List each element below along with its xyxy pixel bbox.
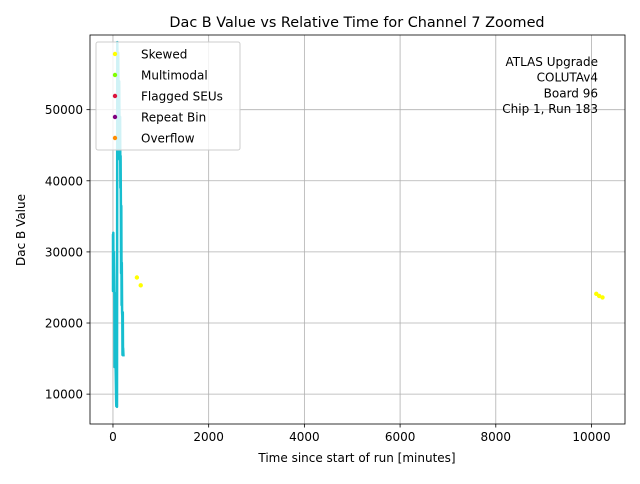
legend-marker xyxy=(112,51,118,57)
chart-title: Dac B Value vs Relative Time for Channel… xyxy=(169,15,544,31)
legend-marker xyxy=(112,93,118,99)
annotation-line: ATLAS Upgrade xyxy=(505,55,598,69)
annotation-line: Board 96 xyxy=(544,86,598,100)
y-tick-label: 40000 xyxy=(45,174,83,188)
legend-label: Repeat Bin xyxy=(141,111,206,125)
y-axis-label: Dac B Value xyxy=(14,194,28,266)
x-tick-label: 2000 xyxy=(193,430,224,444)
x-tick-label: 6000 xyxy=(385,430,416,444)
legend-label: Overflow xyxy=(141,132,195,146)
annotation-line: Chip 1, Run 183 xyxy=(502,102,598,116)
legend-marker xyxy=(112,72,118,78)
legend-entries: Skewed Multimodal Flagged SEUs Repeat Bin Ov… xyxy=(112,48,223,146)
x-tick-label: 0 xyxy=(109,430,117,444)
legend-marker xyxy=(112,135,118,141)
legend-label: Skewed xyxy=(141,48,187,62)
grid xyxy=(90,35,625,424)
x-axis-label: Time since start of run [minutes] xyxy=(257,451,455,465)
y-tick-label: 10000 xyxy=(45,388,83,402)
annotation-line: COLUTAv4 xyxy=(537,71,598,85)
legend-label: Flagged SEUs xyxy=(141,90,223,104)
x-tick-label: 4000 xyxy=(289,430,320,444)
data-point xyxy=(596,293,602,299)
legend-marker xyxy=(112,114,118,120)
y-tick-label: 20000 xyxy=(45,317,83,331)
x-tick-label: 8000 xyxy=(481,430,512,444)
data-point xyxy=(600,295,605,300)
axis-ticks: 0 2000 4000 6000 8000 10000 10000 20000 30000 400… xyxy=(45,103,611,444)
y-tick-label: 30000 xyxy=(45,245,83,259)
data-point xyxy=(138,283,143,288)
legend: Skewed Multimodal Flagged SEUs Repeat Bin Ov… xyxy=(95,41,241,151)
legend-label: Multimodal xyxy=(141,69,208,83)
x-tick-label: 10000 xyxy=(572,430,610,444)
plot-frame xyxy=(89,34,626,425)
legend-box xyxy=(95,41,241,151)
data-point xyxy=(134,275,140,280)
y-tick-label: 50000 xyxy=(45,103,83,117)
